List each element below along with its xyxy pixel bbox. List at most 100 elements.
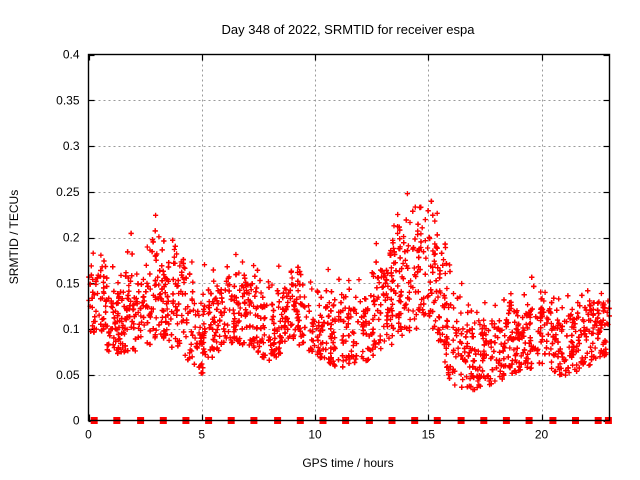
data-point <box>202 351 208 358</box>
data-point <box>491 324 497 330</box>
data-point <box>590 340 596 346</box>
data-point <box>340 364 346 370</box>
data-point <box>153 315 159 321</box>
data-point <box>231 310 237 317</box>
data-point <box>397 236 403 242</box>
data-point <box>384 317 390 323</box>
data-point <box>217 318 223 324</box>
data-point <box>579 292 585 299</box>
data-point <box>297 268 303 275</box>
data-point <box>128 230 134 236</box>
data-point <box>418 231 424 237</box>
data-point <box>515 329 521 335</box>
data-point <box>271 330 277 337</box>
data-point <box>464 322 470 328</box>
data-point <box>339 353 346 359</box>
data-point <box>296 342 302 348</box>
data-point <box>93 278 99 284</box>
data-point <box>104 283 110 289</box>
data-point <box>174 312 180 318</box>
data-point <box>422 217 428 223</box>
data-point <box>218 341 224 347</box>
data-point <box>131 325 137 331</box>
data-point <box>508 291 514 297</box>
data-point <box>585 311 591 317</box>
data-point <box>152 278 158 284</box>
data-point <box>253 306 259 312</box>
data-point <box>556 320 562 326</box>
data-point <box>481 355 487 361</box>
data-point <box>574 368 580 374</box>
data-point <box>511 347 517 353</box>
data-point <box>415 264 421 270</box>
data-point <box>228 296 234 302</box>
data-point <box>477 322 483 328</box>
data-point <box>148 309 154 315</box>
data-point <box>332 297 338 303</box>
data-point <box>425 208 431 214</box>
data-point <box>389 333 395 339</box>
data-point <box>418 239 424 245</box>
chart-title: Day 348 of 2022, SRMTID for receiver esp… <box>222 22 476 37</box>
data-point <box>340 340 346 346</box>
data-point <box>297 281 303 287</box>
data-point <box>171 254 177 260</box>
data-point <box>389 301 396 307</box>
data-point <box>564 333 570 339</box>
data-point <box>587 298 593 304</box>
data-point <box>144 244 150 250</box>
data-point <box>550 352 557 358</box>
data-point <box>496 357 503 364</box>
data-point <box>266 284 272 290</box>
data-point <box>481 342 487 348</box>
data-point <box>585 288 591 294</box>
data-point <box>600 317 606 323</box>
data-point <box>387 252 393 258</box>
data-point <box>405 295 411 301</box>
data-point <box>430 248 436 254</box>
data-point <box>327 360 333 367</box>
data-point <box>548 359 555 365</box>
y-tick-label: 0.3 <box>63 139 80 153</box>
data-point <box>377 337 383 343</box>
data-point <box>570 316 576 322</box>
data-point <box>126 282 132 289</box>
data-point <box>319 324 325 330</box>
data-point <box>559 305 565 311</box>
data-point <box>586 362 592 368</box>
data-point <box>339 337 345 343</box>
data-point <box>506 307 513 313</box>
data-point <box>350 354 356 360</box>
data-point <box>110 309 116 315</box>
data-point <box>525 351 531 357</box>
data-point <box>455 351 461 357</box>
data-point <box>470 358 476 364</box>
data-point <box>163 319 169 325</box>
data-point <box>444 364 450 370</box>
data-point <box>144 280 150 286</box>
data-point <box>507 345 513 351</box>
data-point <box>554 307 560 313</box>
data-point <box>215 288 221 294</box>
data-point <box>222 333 228 339</box>
data-point <box>221 321 228 327</box>
data-point <box>450 291 457 297</box>
data-point <box>212 319 218 325</box>
data-point <box>101 258 107 264</box>
data-point <box>295 278 301 284</box>
data-point <box>538 339 544 345</box>
data-point <box>578 332 584 338</box>
data-point <box>104 347 110 353</box>
data-point <box>437 337 443 343</box>
data-point <box>157 268 163 274</box>
data-point <box>138 305 144 311</box>
data-point <box>210 299 216 305</box>
data-point <box>183 275 189 281</box>
data-point <box>573 349 579 355</box>
data-point <box>398 289 404 295</box>
data-point <box>199 370 205 376</box>
data-point <box>390 277 396 283</box>
data-point <box>188 341 194 347</box>
data-point <box>404 248 411 254</box>
